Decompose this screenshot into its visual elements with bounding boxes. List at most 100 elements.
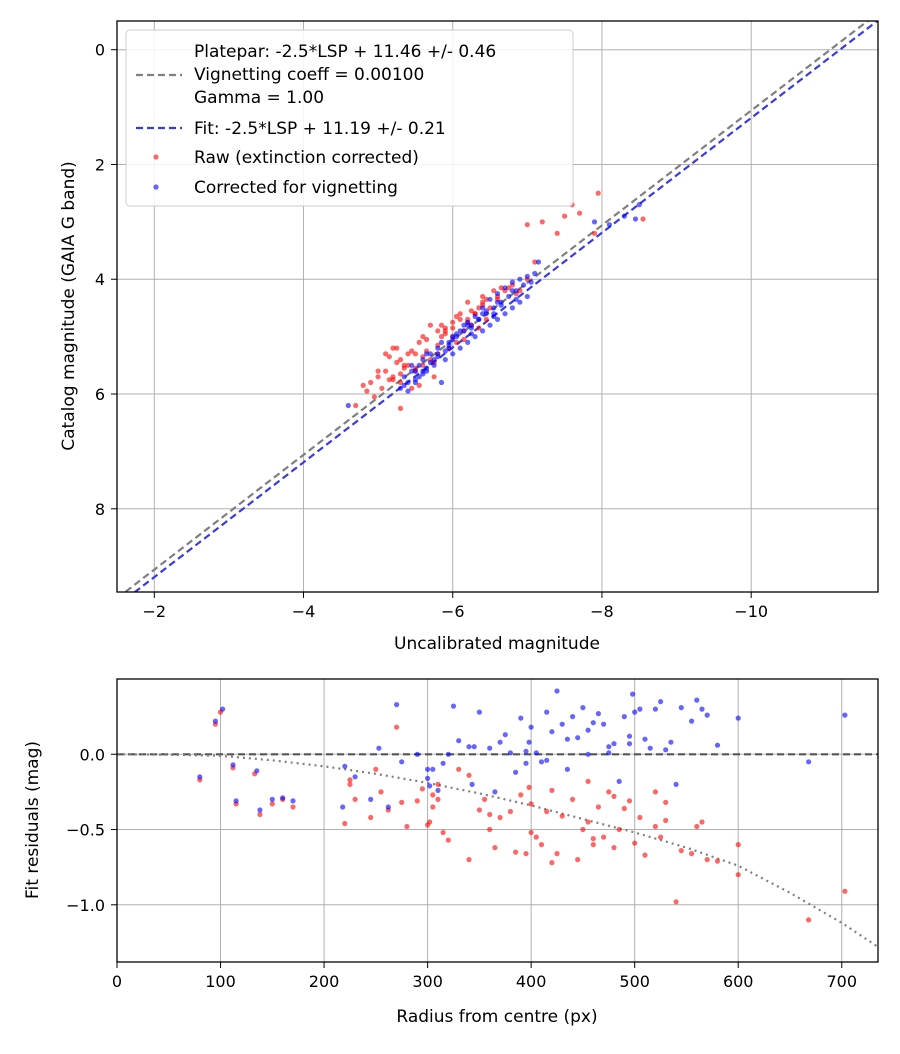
bottom-point-corrected — [611, 741, 617, 747]
bottom-line-vignetting — [117, 753, 878, 948]
bottom-point-raw — [678, 848, 684, 854]
bottom-point-corrected — [440, 760, 446, 766]
top-point-raw — [364, 388, 370, 394]
bottom-point-corrected — [601, 721, 607, 727]
bottom-point-corrected — [544, 709, 550, 715]
top-point-corrected — [517, 276, 523, 282]
bottom-point-corrected — [212, 718, 218, 724]
top-point-raw — [457, 316, 463, 322]
bottom-point-corrected — [269, 796, 275, 803]
bottom-y-ticks: 0.0 −0.5 −1.0 — [66, 745, 117, 915]
top-point-corrected — [442, 348, 448, 354]
bottom-point-corrected — [414, 751, 420, 757]
top-point-raw — [416, 339, 422, 345]
top-point-corrected — [461, 328, 467, 334]
top-point-corrected — [416, 374, 422, 380]
bottom-point-corrected — [590, 720, 596, 726]
bottom-point-corrected — [368, 796, 374, 803]
bottom-point-raw — [427, 819, 433, 825]
top-y-tick-label: 8 — [95, 500, 105, 519]
bottom-point-raw — [606, 789, 612, 795]
legend-raw-label: Raw (extinction corrected) — [194, 148, 419, 168]
top-point-raw — [465, 299, 471, 305]
top-point-corrected — [483, 308, 489, 314]
bottom-point-raw — [559, 813, 565, 819]
bottom-point-corrected — [564, 766, 571, 772]
top-point-raw — [498, 285, 504, 291]
top-point-corrected — [420, 357, 426, 363]
top-point-corrected — [513, 288, 519, 294]
legend-raw-swatch — [153, 154, 159, 160]
bottom-point-corrected — [518, 715, 524, 721]
top-point-raw — [517, 288, 523, 294]
bottom-point-corrected — [570, 714, 576, 720]
top-x-ticks: −2 −4 −6 −8 −10 — [143, 592, 768, 621]
top-point-corrected — [453, 331, 460, 337]
bottom-point-raw — [538, 842, 545, 848]
top-point-corrected — [517, 299, 523, 305]
bottom-point-raw — [378, 789, 384, 795]
top-point-corrected — [509, 305, 515, 311]
top-point-corrected — [409, 362, 415, 368]
top-y-tick-label: 2 — [95, 155, 105, 174]
bottom-point-raw — [352, 796, 358, 803]
bottom-point-corrected — [425, 775, 431, 782]
bottom-point-raw — [554, 851, 560, 857]
bottom-x-tick-label: 400 — [516, 972, 547, 991]
bottom-point-corrected — [340, 804, 346, 810]
top-point-corrected — [424, 351, 430, 357]
top-point-raw — [453, 339, 460, 345]
top-point-raw — [483, 296, 489, 302]
top-point-raw — [461, 336, 467, 343]
bottom-scatter-points — [197, 688, 848, 923]
top-point-corrected — [472, 313, 478, 320]
bottom-point-raw — [842, 888, 848, 894]
bottom-x-tick-label: 200 — [309, 972, 340, 991]
top-y-tick-label: 6 — [95, 385, 105, 404]
bottom-point-raw — [575, 857, 581, 863]
top-point-raw — [420, 362, 426, 368]
top-point-corrected — [465, 339, 471, 345]
top-point-raw — [360, 382, 366, 388]
bottom-x-axis-label: Radius from centre (px) — [396, 1007, 597, 1027]
bottom-point-raw — [487, 811, 493, 818]
top-point-corrected — [502, 285, 508, 291]
bottom-point-raw — [601, 834, 607, 840]
bottom-point-raw — [735, 872, 741, 878]
top-point-corrected — [591, 219, 598, 225]
bottom-point-corrected — [197, 774, 203, 780]
bottom-point-raw — [616, 826, 622, 833]
bottom-point-raw — [637, 814, 643, 821]
top-plot-frame — [116, 20, 879, 593]
bottom-point-corrected — [445, 751, 451, 757]
bottom-point-raw — [663, 817, 669, 824]
bottom-point-corrected — [254, 768, 260, 774]
bottom-point-corrected — [538, 759, 545, 765]
top-point-corrected — [427, 359, 433, 366]
top-point-raw — [480, 293, 486, 300]
bottom-point-corrected — [652, 706, 659, 712]
top-point-corrected — [461, 322, 467, 328]
top-point-corrected — [506, 293, 512, 300]
top-point-corrected — [438, 339, 445, 345]
bottom-point-raw — [435, 796, 441, 803]
bottom-y-tick-label: 0.0 — [80, 745, 105, 764]
bottom-x-ticks: 0 100 200 300 400 500 600 700 — [112, 962, 857, 991]
bottom-point-corrected — [642, 736, 648, 742]
bottom-point-raw — [518, 792, 524, 798]
bottom-point-raw — [585, 778, 591, 785]
top-point-raw — [442, 325, 448, 331]
bottom-point-corrected — [502, 732, 508, 738]
top-point-corrected — [405, 379, 411, 386]
bottom-point-corrected — [699, 706, 705, 712]
bottom-x-tick-label: 0 — [112, 972, 122, 991]
bottom-point-raw — [414, 798, 420, 804]
top-point-corrected — [502, 311, 508, 317]
top-point-corrected — [472, 334, 478, 340]
bottom-x-tick-label: 100 — [205, 972, 236, 991]
top-point-raw — [386, 354, 392, 360]
top-x-tick-label: −8 — [590, 602, 614, 621]
bottom-point-raw — [544, 808, 550, 815]
top-point-raw — [524, 222, 530, 228]
bottom-point-raw — [642, 852, 648, 858]
